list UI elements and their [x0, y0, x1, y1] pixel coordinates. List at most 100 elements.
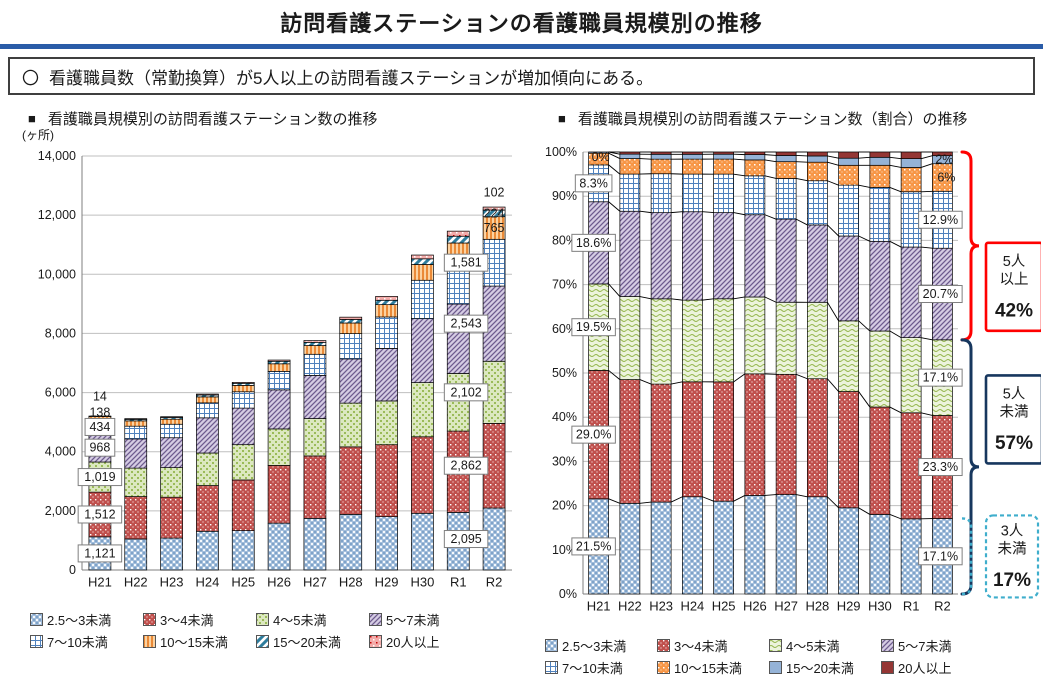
y-tick-label: 10,000 [38, 267, 76, 281]
x-tick-label: H29 [837, 599, 861, 614]
bar-segment [375, 296, 398, 301]
annotation-label: 未満 [998, 540, 1027, 557]
y-tick-label: 0 [69, 563, 76, 577]
data-label-box [443, 383, 489, 402]
bar-segment [775, 178, 797, 220]
bar-segment [619, 296, 641, 380]
series-line [608, 201, 621, 212]
bar-segment [869, 240, 891, 332]
x-tick-label: H21 [88, 575, 112, 590]
bar-segment [619, 151, 641, 155]
legend-swatch [256, 634, 269, 648]
series-line [702, 496, 714, 502]
data-label: 1,019 [84, 470, 115, 484]
bar-segment [807, 180, 828, 226]
bar-segment [160, 423, 183, 439]
bar-segment [196, 396, 219, 404]
legend-item: 4～5未満 [256, 610, 369, 629]
series-line [702, 211, 714, 214]
legend-label: 20人以上 [386, 634, 440, 650]
series-line [858, 184, 870, 188]
bar-segment [446, 303, 470, 374]
bar-segment [932, 151, 953, 157]
right-chart-heading: ■ 看護職員規模別の訪問看護ステーション数（割合）の推移 [558, 108, 968, 129]
annotation-value: 42% [995, 300, 1033, 321]
series-line [764, 154, 777, 156]
data-label: 2,543 [450, 317, 481, 331]
bar-segment [838, 235, 859, 322]
bar-segment [650, 153, 672, 160]
series-line [733, 212, 745, 216]
bar-segment [744, 373, 766, 496]
series-line [889, 164, 902, 168]
legend-item: 10～15未満 [143, 632, 256, 651]
series-line [827, 155, 839, 159]
y-tick-label: 0% [559, 587, 577, 601]
series-line [733, 158, 745, 161]
legend-swatch [657, 638, 670, 652]
legend-label: 2.5～3未満 [562, 638, 627, 654]
bar-segment [411, 279, 434, 320]
bar-segment [650, 383, 672, 503]
data-label-box [918, 368, 963, 387]
bar-segment [303, 341, 327, 346]
bar-segment [619, 379, 641, 504]
data-label: 19.5% [576, 320, 611, 334]
bar-segment [160, 467, 183, 498]
y-tick-label: 100% [545, 145, 577, 159]
legend-swatch [545, 638, 558, 652]
right-heading-marker: ■ [558, 111, 566, 126]
bar-segment [807, 496, 828, 595]
series-line [921, 155, 933, 160]
x-tick-label: R1 [903, 599, 920, 614]
bar-segment [124, 496, 148, 540]
data-label: 434 [89, 420, 110, 434]
bar-segment [869, 187, 891, 242]
series-line [920, 163, 933, 168]
series-line [796, 161, 808, 163]
data-label: 18.6% [576, 236, 611, 250]
x-tick-label: R1 [450, 575, 467, 590]
annotation-box [984, 241, 1041, 333]
bar-segment [619, 173, 641, 212]
x-tick-label: H27 [774, 599, 798, 614]
bar-segment [775, 151, 797, 156]
legend-item: 2.5～3未満 [30, 610, 143, 629]
x-tick-label: H30 [868, 599, 892, 614]
bar-segment [838, 320, 859, 392]
data-label-box [77, 505, 123, 524]
bar-segment [375, 444, 398, 518]
data-label: 17.1% [923, 549, 958, 563]
bar-segment [88, 415, 112, 417]
bar-segment [619, 158, 641, 175]
x-tick-label: H28 [339, 575, 363, 590]
series-line [889, 406, 902, 414]
series-line [796, 494, 808, 498]
legend-swatch [769, 638, 782, 652]
legend-swatch [881, 638, 894, 652]
bar-segment [682, 496, 703, 595]
bar-segment [838, 164, 859, 186]
data-label: 102 [484, 186, 505, 200]
bar-segment [807, 155, 828, 163]
bar-segment [411, 258, 434, 265]
data-label: 968 [89, 441, 110, 455]
bar-segment [744, 214, 766, 298]
title-rule [0, 44, 1043, 49]
bar-segment [124, 418, 148, 420]
legend-label: 10～15未満 [674, 660, 742, 676]
bar-segment [339, 322, 363, 334]
bar-segment [869, 330, 891, 408]
x-tick-label: H28 [805, 599, 829, 614]
legend-swatch [881, 660, 894, 674]
bar-segment [869, 156, 891, 166]
data-label: 21.5% [576, 539, 611, 553]
bar-segment [196, 452, 219, 486]
bar-segment [160, 537, 183, 571]
bar-segment [838, 151, 859, 159]
data-label: 6% [937, 171, 955, 185]
bar-segment [482, 206, 506, 211]
legend-swatch [30, 634, 43, 648]
y-tick-label: 2,000 [45, 504, 76, 518]
bar-segment [124, 467, 148, 497]
